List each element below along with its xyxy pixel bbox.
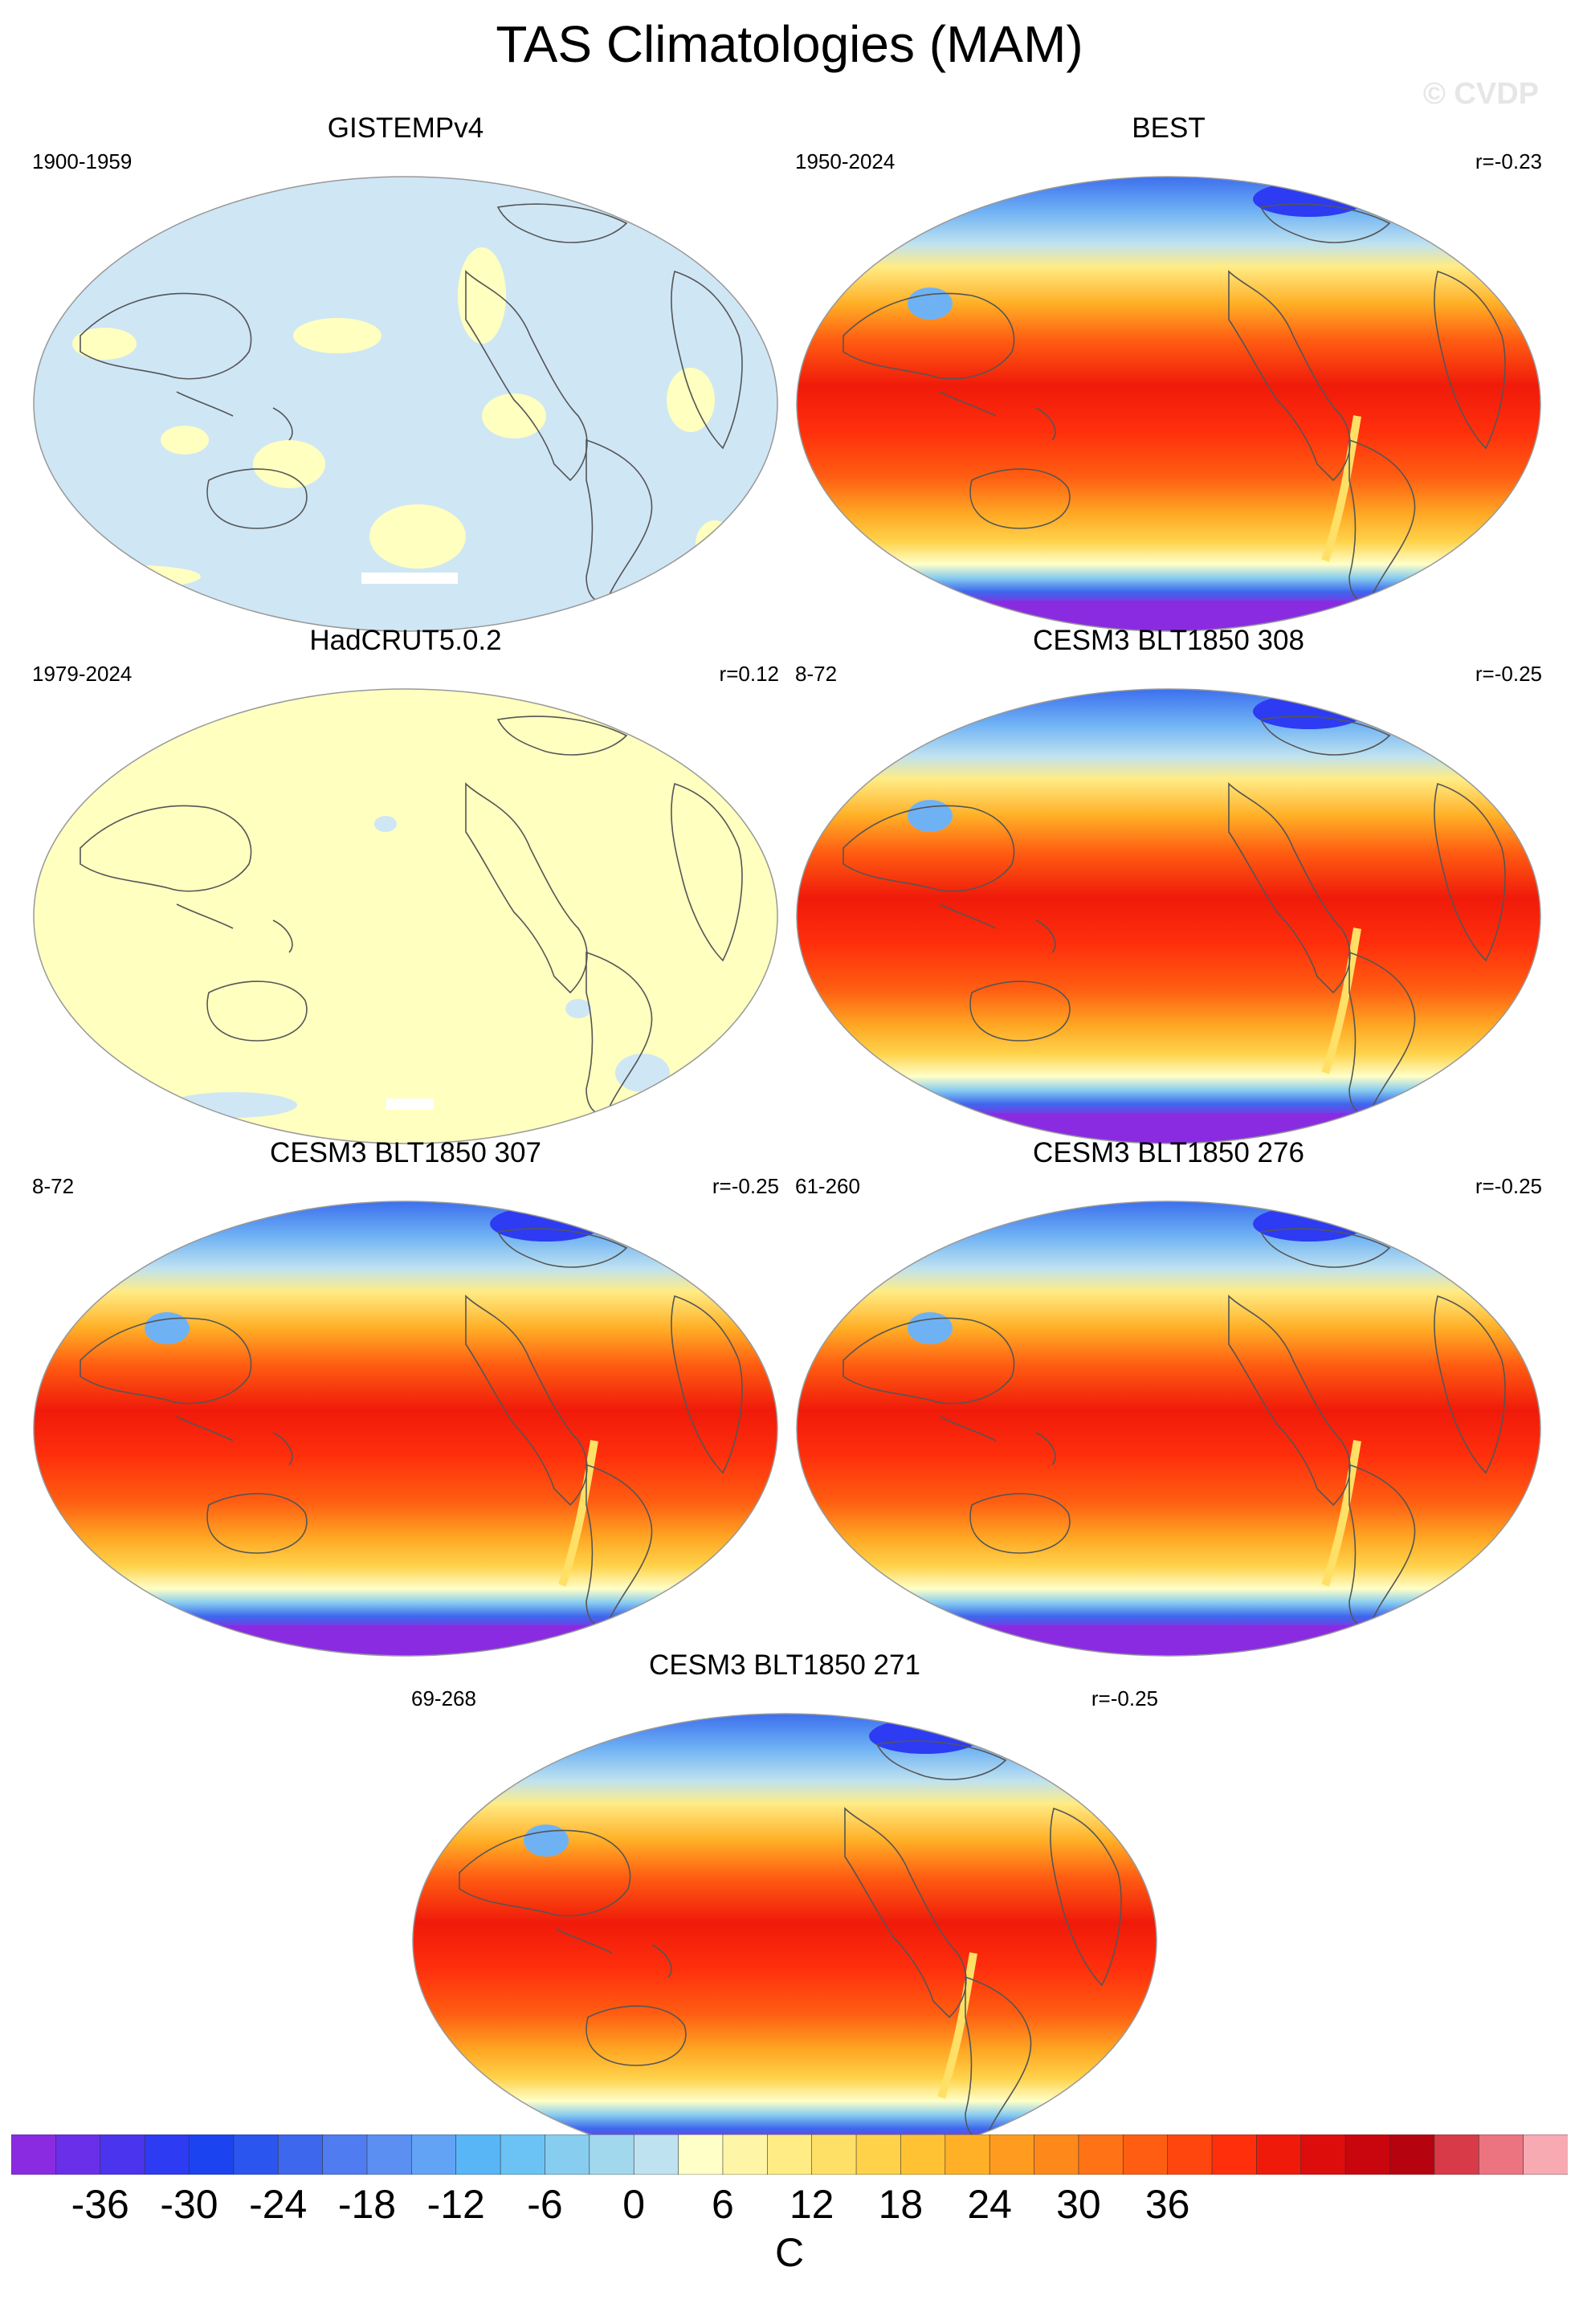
colorbar-tick: -24 <box>249 2182 308 2227</box>
colorbar-swatch <box>1300 2134 1346 2175</box>
colorbar-swatch <box>1344 2134 1391 2175</box>
colorbar-swatch <box>233 2134 279 2175</box>
panel-years-label: 8-72 <box>32 1174 75 1198</box>
colorbar-swatch <box>144 2134 190 2175</box>
panel-correlation-label: r=-0.25 <box>712 1174 779 1198</box>
colorbar-swatch <box>1256 2134 1302 2175</box>
colorbar-tick: 12 <box>789 2182 834 2227</box>
tas-map <box>796 176 1541 632</box>
panel-title: CESM3 BLT1850 276 <box>1033 1137 1304 1168</box>
colorbar-swatch <box>589 2134 634 2175</box>
panel-years-label: 1950-2024 <box>795 149 896 173</box>
colorbar-swatch <box>11 2134 57 2175</box>
colorbar-swatch <box>100 2134 145 2175</box>
colorbar-tick: 18 <box>878 2182 924 2227</box>
colorbar-tick: -30 <box>160 2182 218 2227</box>
panel-title: CESM3 BLT1850 271 <box>649 1649 920 1681</box>
colorbar-swatch <box>1434 2134 1480 2175</box>
tas-map <box>412 1713 1157 2169</box>
colorbar-tick: -18 <box>337 2182 397 2227</box>
colorbar-tick-labels: -36 -30 -24 -18 -12 -6 0 6 12 18 24 30 36 <box>11 2181 1568 2229</box>
map-panel: HadCRUT5.0.2 1979-2024 r=0.12 <box>32 625 779 1144</box>
colorbar-swatch <box>455 2134 501 2175</box>
colorbar-swatch <box>1478 2134 1524 2175</box>
colorbar-swatch <box>1078 2134 1124 2175</box>
colorbar-swatch <box>945 2134 990 2175</box>
colorbar-tick: 0 <box>622 2182 646 2227</box>
panel-years-label: 1979-2024 <box>32 662 133 686</box>
map-panel: CESM3 BLT1850 308 8-72 r=-0.25 <box>795 625 1542 1144</box>
colorbar-swatch <box>1034 2134 1079 2175</box>
panel-correlation-label: r=-0.23 <box>1475 149 1542 173</box>
colorbar-swatch <box>1389 2134 1435 2175</box>
map-panel: CESM3 BLT1850 307 8-72 r=-0.25 <box>32 1137 779 1657</box>
colorbar-swatch <box>189 2134 235 2175</box>
tas-map <box>33 1201 778 1657</box>
tas-map <box>796 1201 1541 1657</box>
colorbar-swatch <box>767 2134 813 2175</box>
panel-correlation-label: r=-0.25 <box>1475 662 1542 686</box>
colorbar-swatch <box>1122 2134 1169 2175</box>
colorbar-swatch <box>989 2134 1035 2175</box>
panel-title: BEST <box>1132 112 1206 144</box>
colorbar-swatch <box>545 2134 590 2175</box>
panel-years-label: 1900-1959 <box>32 149 133 173</box>
map-panel: BEST 1950-2024 r=-0.23 <box>795 112 1542 632</box>
cvdp-watermark: © CVDP <box>1422 77 1539 111</box>
colorbar-swatch <box>855 2134 902 2175</box>
map-panel: GISTEMPv4 1900-1959 <box>32 112 779 632</box>
tas-map <box>796 688 1541 1144</box>
panel-correlation-label: r=-0.25 <box>1091 1686 1158 1710</box>
colorbar-swatch <box>322 2134 368 2175</box>
colorbar-swatch <box>722 2134 769 2175</box>
panel-title: CESM3 BLT1850 307 <box>270 1137 541 1168</box>
colorbar-tick: 6 <box>712 2182 734 2227</box>
panel-title: CESM3 BLT1850 308 <box>1033 625 1304 656</box>
colorbar-swatch <box>411 2134 457 2175</box>
panel-correlation-label: r=0.12 <box>719 662 779 686</box>
colorbar-tick: -36 <box>71 2182 129 2227</box>
colorbar-swatch <box>1523 2134 1568 2175</box>
map-panel: CESM3 BLT1850 276 61-260 r=-0.25 <box>795 1137 1542 1657</box>
colorbar-swatch <box>633 2134 679 2175</box>
panel-correlation-label: r=-0.25 <box>1475 1174 1542 1198</box>
colorbar <box>11 2134 1568 2175</box>
colorbar-swatch <box>1211 2134 1258 2175</box>
colorbar-swatch <box>900 2134 946 2175</box>
colorbar-swatch <box>366 2134 413 2175</box>
colorbar-swatch <box>811 2134 857 2175</box>
panel-title: HadCRUT5.0.2 <box>309 625 502 656</box>
panel-title: GISTEMPv4 <box>327 112 484 144</box>
panel-years-label: 61-260 <box>795 1174 860 1198</box>
colorbar-tick: 24 <box>967 2182 1012 2227</box>
map-panel: CESM3 BLT1850 271 69-268 r=-0.25 <box>411 1649 1158 2169</box>
colorbar-tick: 30 <box>1056 2182 1101 2227</box>
tas-map <box>33 688 778 1144</box>
panel-years-label: 8-72 <box>795 662 838 686</box>
colorbar-swatch <box>277 2134 324 2175</box>
colorbar-tick: 36 <box>1144 2182 1190 2227</box>
colorbar-swatch <box>678 2134 724 2175</box>
colorbar-swatch <box>55 2134 101 2175</box>
colorbar-unit: C <box>774 2230 805 2275</box>
colorbar-tick: -12 <box>426 2182 485 2227</box>
panel-years-label: 69-268 <box>411 1686 476 1710</box>
colorbar-swatch <box>500 2134 546 2175</box>
figure-title: TAS Climatologies (MAM) <box>496 15 1083 73</box>
colorbar-swatch <box>1167 2134 1213 2175</box>
tas-map <box>33 176 778 632</box>
colorbar-tick: -6 <box>527 2182 563 2227</box>
